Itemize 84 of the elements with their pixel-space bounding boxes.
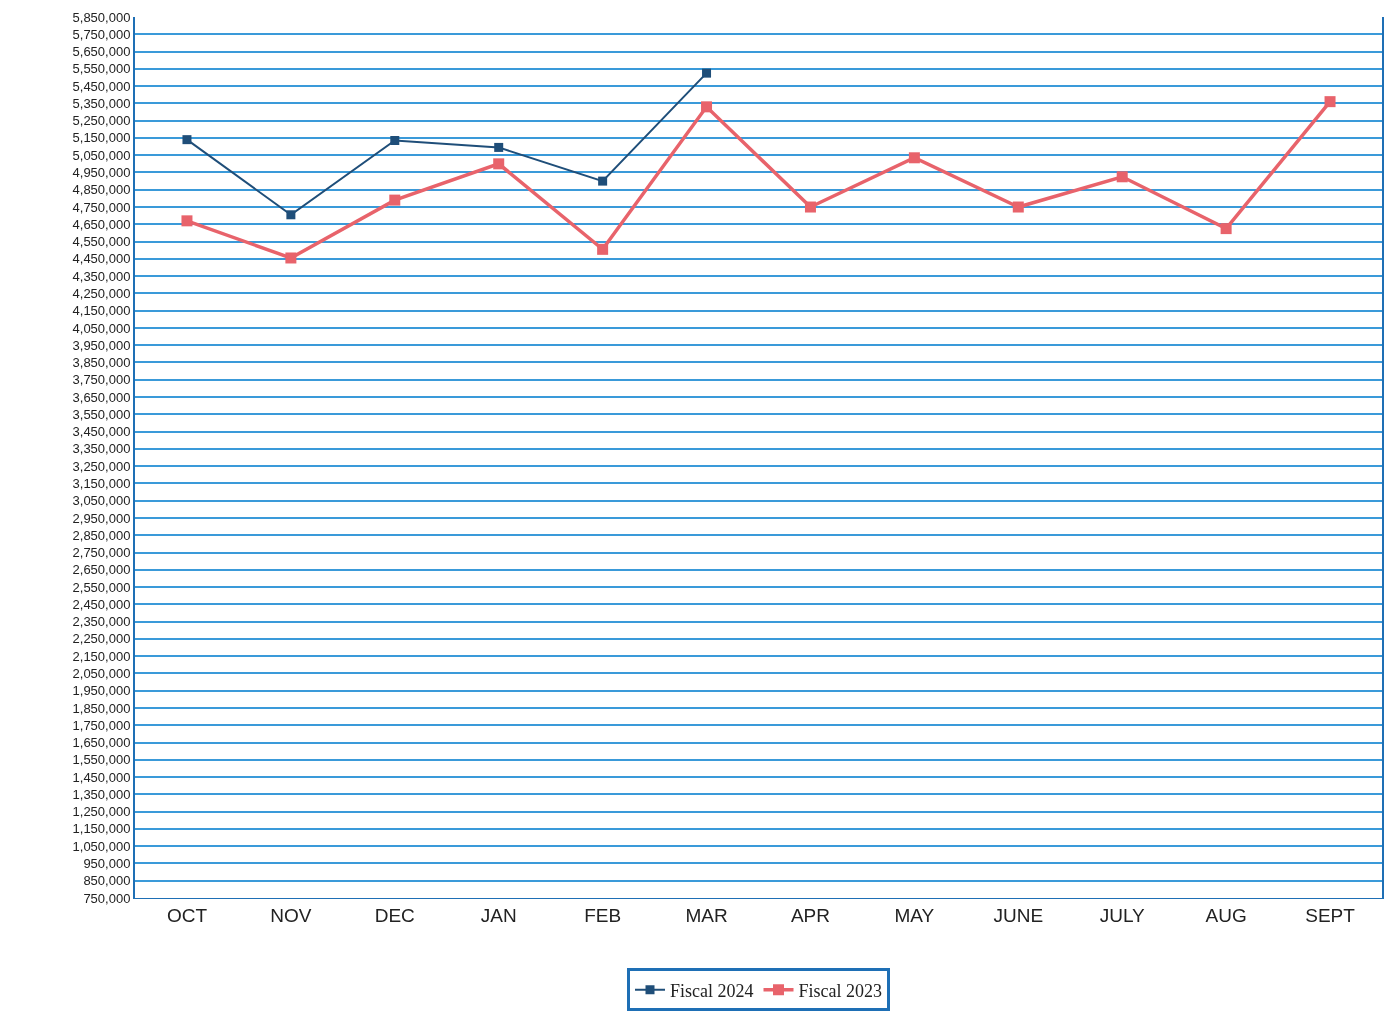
y-tick-label: 1,750,000	[72, 717, 131, 733]
y-tick-label: 4,950,000	[72, 165, 131, 181]
x-tick-label: NOV	[270, 904, 312, 926]
y-tick-label: 1,250,000	[72, 804, 131, 820]
y-tick-label: 3,650,000	[72, 389, 131, 405]
y-tick-label: 2,750,000	[72, 545, 131, 561]
x-tick-label: AUG	[1205, 904, 1247, 926]
y-tick-label: 750,000	[83, 890, 131, 906]
x-tick-label: APR	[790, 904, 830, 926]
y-tick-label: 5,050,000	[72, 147, 131, 163]
y-tick-label: 4,550,000	[72, 234, 131, 250]
point	[1324, 96, 1336, 108]
x-tick-label: SEPT	[1305, 904, 1356, 926]
y-tick-label: 4,350,000	[72, 268, 131, 284]
y-tick-label: 5,650,000	[72, 44, 131, 60]
x-tick-label: JAN	[480, 904, 517, 926]
point	[598, 176, 608, 186]
x-tick-label: OCT	[166, 904, 208, 926]
y-tick-label: 5,450,000	[72, 78, 131, 94]
point	[804, 201, 816, 213]
y-tick-label: 3,450,000	[72, 424, 131, 440]
y-tick-label: 2,350,000	[72, 614, 131, 630]
y-tick-label: 1,450,000	[72, 769, 131, 785]
point	[1116, 171, 1128, 183]
y-tick-label: 1,550,000	[72, 752, 131, 768]
point	[1012, 201, 1024, 213]
point	[597, 243, 609, 255]
y-tick-label: 3,550,000	[72, 406, 131, 422]
y-tick-label: 5,150,000	[72, 130, 131, 146]
y-tick-label: 5,750,000	[72, 26, 131, 42]
x-tick-label: JUNE	[993, 904, 1044, 926]
x-tick-label: MAY	[894, 904, 935, 926]
y-tick-label: 4,450,000	[72, 251, 131, 267]
y-tick-label: 850,000	[83, 873, 131, 889]
y-tick-label: 2,550,000	[72, 579, 131, 595]
y-tick-label: 2,250,000	[72, 631, 131, 647]
y-tick-label: 2,950,000	[72, 510, 131, 526]
x-tick-label: MAR	[685, 904, 728, 926]
y-tick-label: 1,150,000	[72, 821, 131, 837]
point	[285, 252, 297, 264]
y-tick-label: 4,150,000	[72, 303, 131, 319]
y-tick-label: 950,000	[83, 856, 131, 871]
point	[286, 210, 296, 220]
y-tick-label: 2,650,000	[72, 562, 131, 578]
y-tick-label: 4,650,000	[72, 216, 131, 232]
y-tick-label: 2,450,000	[72, 596, 131, 612]
x-tick-label: FEB	[584, 904, 622, 926]
y-tick-label: 1,850,000	[72, 700, 131, 716]
point	[701, 101, 713, 113]
y-tick-label: 4,250,000	[72, 285, 131, 301]
y-tick-label: 1,050,000	[72, 838, 131, 854]
y-tick-label: 5,250,000	[72, 113, 131, 129]
y-tick-label: 4,850,000	[72, 182, 131, 198]
y-tick-label: 2,150,000	[72, 648, 131, 664]
point	[390, 136, 400, 146]
y-tick-label: 3,850,000	[72, 355, 131, 371]
point	[494, 142, 504, 152]
legend-label: Fiscal 2023	[798, 980, 882, 1001]
y-tick-label: 4,050,000	[72, 320, 131, 336]
y-tick-label: 5,350,000	[72, 95, 131, 111]
y-tick-label: 3,050,000	[72, 493, 131, 509]
y-tick-label: 2,050,000	[72, 665, 131, 681]
point	[182, 135, 192, 145]
legend-label: Fiscal 2024	[670, 980, 754, 1001]
point	[389, 194, 401, 206]
y-tick-label: 1,650,000	[72, 735, 131, 751]
point	[908, 152, 920, 164]
y-tick-label: 5,850,000	[72, 9, 131, 25]
point	[702, 68, 712, 78]
y-tick-label: 2,850,000	[72, 527, 131, 543]
y-tick-label: 1,350,000	[72, 786, 131, 802]
point	[181, 215, 193, 227]
y-tick-label: 4,750,000	[72, 199, 131, 215]
y-tick-label: 3,350,000	[72, 441, 131, 457]
y-tick-label: 3,950,000	[72, 337, 131, 353]
point	[1220, 223, 1232, 235]
point	[493, 158, 505, 170]
x-tick-label: DEC	[374, 904, 415, 926]
y-tick-label: 3,150,000	[72, 475, 131, 491]
x-tick-label: JULY	[1099, 904, 1146, 926]
y-tick-label: 3,250,000	[72, 458, 131, 474]
y-tick-label: 5,550,000	[72, 61, 131, 77]
y-tick-label: 1,950,000	[72, 683, 131, 699]
y-tick-label: 3,750,000	[72, 372, 131, 388]
